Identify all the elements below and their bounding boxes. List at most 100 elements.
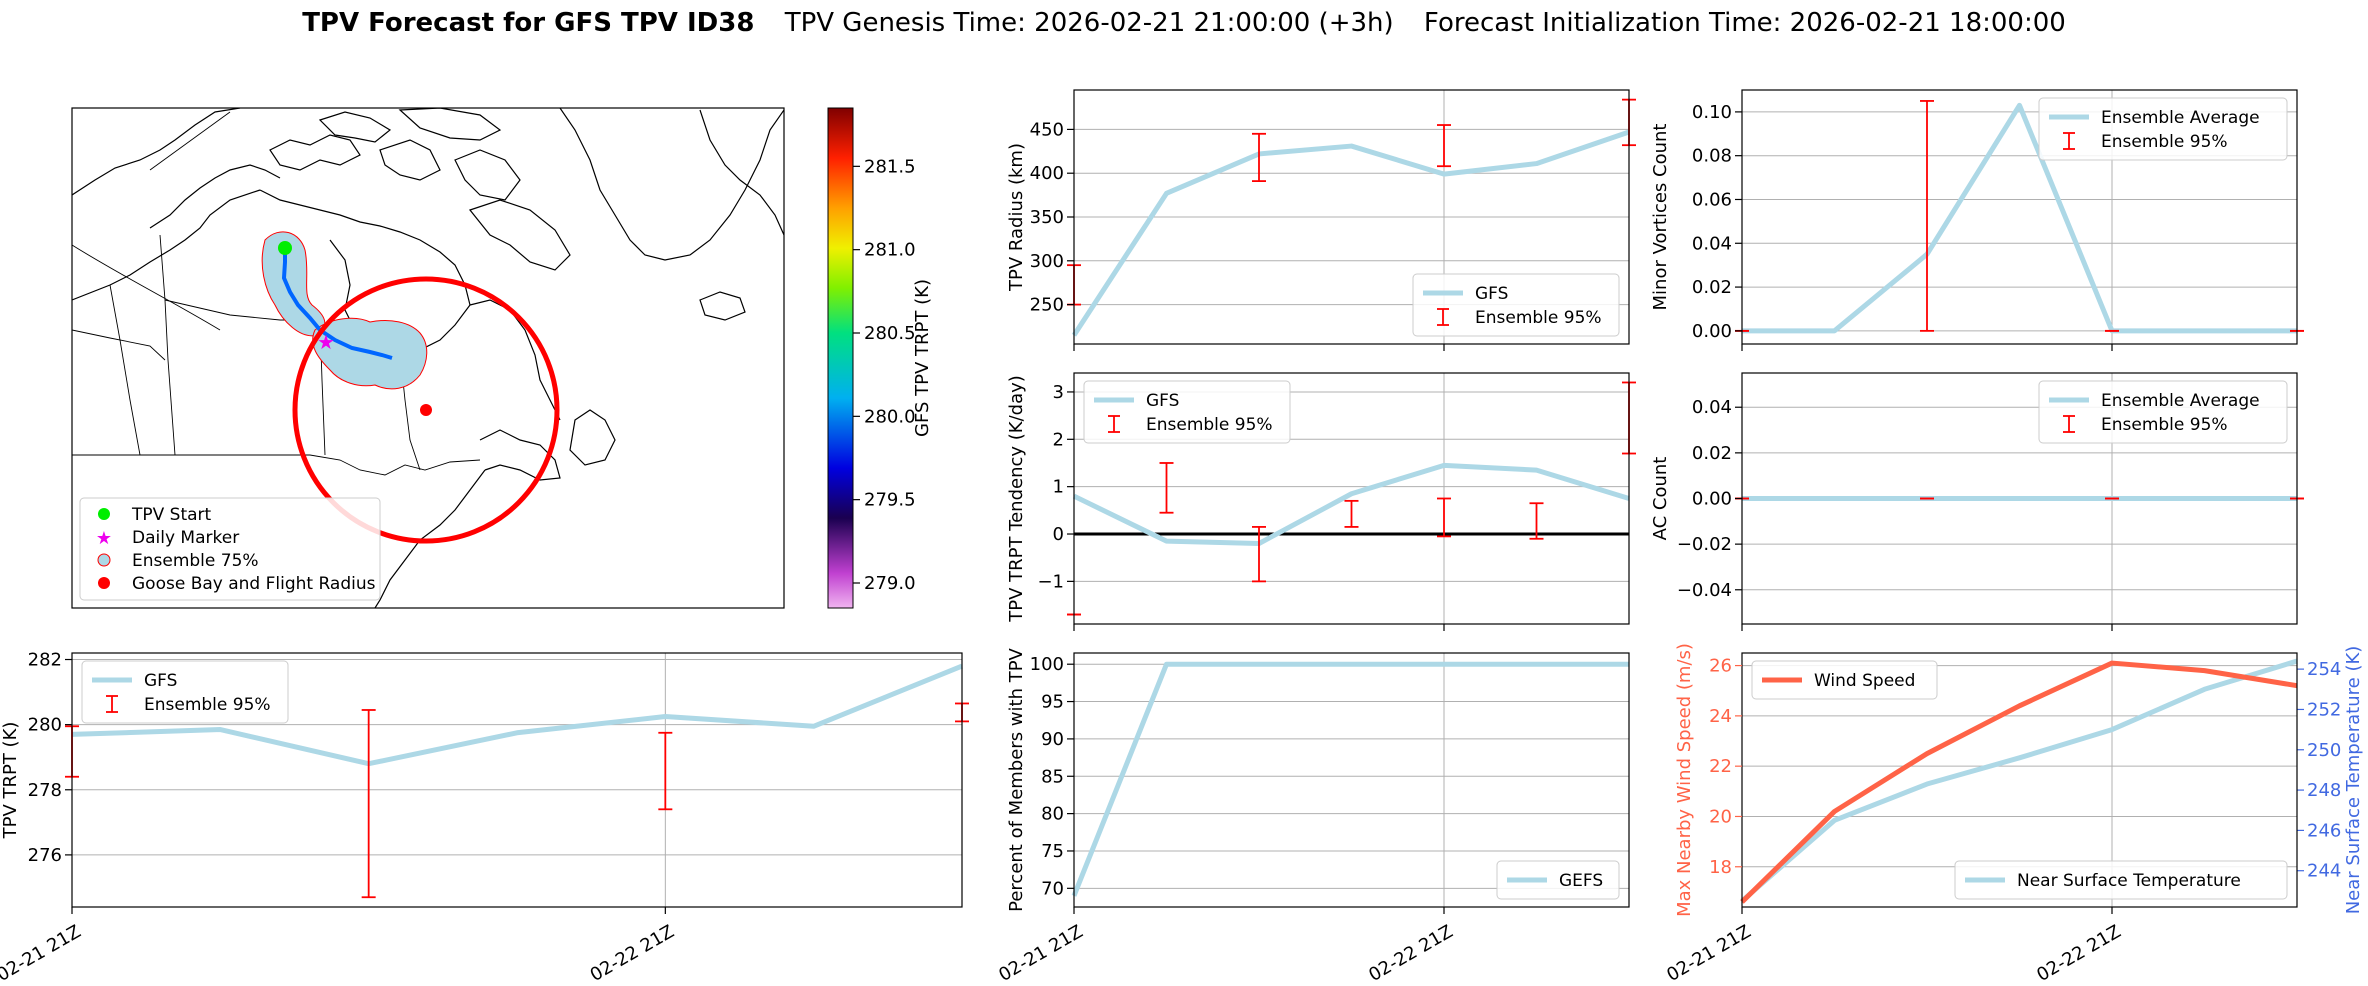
y-tick-label: 24 — [1709, 706, 1732, 727]
figure-title: TPV Forecast for GFS TPV ID38 TPV Genesi… — [302, 8, 2066, 38]
colorbar-tick-label: 280.5 — [864, 323, 916, 344]
island-d — [398, 108, 502, 141]
y-tick-label: 350 — [1030, 207, 1064, 228]
y-tick-label: 0.10 — [1692, 102, 1732, 123]
y-tick-label: 450 — [1030, 119, 1064, 140]
chart-ac: −0.04 −0.02 0.00 0.02 0.04 AC Count Ensemble A… — [1650, 372, 2304, 631]
errorbar — [361, 709, 376, 899]
coastline-iceland — [699, 291, 746, 321]
ensemble-75-area-1 — [261, 231, 326, 337]
x-tick-label: 02-22 21Z — [587, 921, 678, 982]
legend-label: Ensemble 95% — [1475, 308, 1602, 328]
y-axis-label: AC Count — [1650, 457, 1671, 541]
legend-box — [2038, 380, 2288, 444]
y-tick-label: 278 — [28, 780, 62, 801]
y-tick-label: −0.04 — [1677, 580, 1732, 601]
chart-trpt: 276 278 280 282 02-21 21Z 02-22 21Z TPV TRPT (… — [0, 650, 969, 986]
projection-arc — [72, 244, 221, 331]
island-baffin — [468, 199, 571, 271]
legend-box — [1496, 860, 1620, 900]
chart-percent: 70 75 80 85 90 95 100 02-21 21Z 02-22 21Z Percent… — [995, 647, 1630, 986]
border-yukon — [159, 234, 176, 456]
y-tick-label: 300 — [1030, 251, 1064, 272]
legend-goose-label: Goose Bay and Flight Radius — [132, 574, 376, 594]
island-c — [379, 139, 441, 181]
legend-ensemble-label: Ensemble 75% — [132, 551, 259, 571]
legend-box — [1412, 273, 1620, 337]
colorbar-label: GFS TPV TRPT (K) — [912, 279, 933, 437]
series-line — [1740, 660, 2298, 904]
x-tick-label: 02-21 21Z — [0, 921, 85, 982]
y-axis-label: TPV TRPT Tendency (K/day) — [1006, 375, 1027, 623]
y-tick-label: 0.02 — [1692, 277, 1732, 298]
x-tick-label: 02-21 21Z — [1663, 921, 1754, 982]
y-tick-label: 0.04 — [1692, 233, 1732, 254]
y-tick-label: 90 — [1041, 729, 1064, 750]
axes-frame — [1073, 652, 1630, 908]
colorbar-tick-label: 281.5 — [864, 156, 916, 177]
tpv-start-marker — [278, 241, 292, 255]
y-tick-label: −1 — [1037, 571, 1064, 592]
errorbar — [1529, 502, 1544, 540]
errorbar — [1252, 132, 1266, 182]
map-legend-box — [79, 497, 381, 601]
legend-daily-label: Daily Marker — [132, 528, 239, 548]
legend: Wind Speed — [1751, 660, 1938, 700]
legend-label: GFS — [1146, 391, 1179, 411]
legend-label: GFS — [1475, 284, 1508, 304]
series-line — [1742, 102, 2297, 334]
y-tick-label: 0.06 — [1692, 189, 1732, 210]
y-axis-label: TPV TRPT (K) — [0, 722, 21, 840]
map-frame — [71, 107, 785, 609]
y-tick-label: 20 — [1709, 806, 1732, 827]
y-tick-label: 400 — [1030, 163, 1064, 184]
island-a — [269, 134, 361, 171]
border-bc — [109, 284, 141, 456]
legend: GFS Ensemble 95% — [1083, 380, 1291, 444]
y-tick-label: 0.00 — [1692, 321, 1732, 342]
errorbar — [1920, 100, 1934, 332]
legend-label: Ensemble Average — [2101, 391, 2260, 411]
coastline-canada-north — [259, 189, 471, 306]
map-panel: ★ TPV Start ★ Daily Marker Ensemble 75% … — [71, 107, 933, 609]
title-genesis: TPV Genesis Time: 2026-02-21 21:00:00 (+… — [784, 8, 1394, 38]
errorbar — [1437, 124, 1451, 168]
y-tick-label: 0.00 — [1692, 489, 1732, 510]
flight-radius-circle — [292, 276, 560, 544]
title-init: Forecast Initialization Time: 2026-02-21… — [1424, 8, 2066, 38]
legend: Ensemble Average Ensemble 95% — [2038, 380, 2288, 444]
coastline-labrador — [469, 299, 561, 421]
goose-bay-marker — [420, 404, 432, 416]
legend-label: Ensemble Average — [2101, 108, 2260, 128]
colorbar-ticks: 279.0 279.5 280.0 280.5 281.0 281.5 — [853, 156, 916, 594]
series-line — [1072, 462, 1630, 546]
axes-frame — [1741, 652, 2298, 908]
legend-label: GFS — [144, 671, 177, 691]
legend-box — [1954, 860, 2288, 900]
y-axis-label: Max Nearby Wind Speed (m/s) — [1674, 643, 1695, 917]
y-tick-label: 2 — [1053, 429, 1064, 450]
y-tick-label: 22 — [1709, 756, 1732, 777]
y-tick-label: 250 — [1030, 295, 1064, 316]
y-tick-label: 1 — [1053, 477, 1064, 498]
border-alaska — [72, 329, 166, 361]
legend-ensemble-icon — [97, 553, 111, 567]
errorbar — [1437, 497, 1451, 538]
y2-tick-label: 244 — [2307, 861, 2341, 882]
legend-box — [2038, 97, 2288, 161]
y-tick-label: 80 — [1041, 804, 1064, 825]
colorbar-tick-label: 279.0 — [864, 573, 916, 594]
legend-label: Ensemble 95% — [2101, 132, 2228, 152]
daily-marker-star: ★ — [317, 330, 335, 354]
y-axis-label: TPV Radius (km) — [1006, 143, 1027, 292]
errorbar — [1252, 526, 1266, 583]
legend-start-label: TPV Start — [131, 505, 212, 525]
series-line — [1071, 129, 1630, 337]
coastline-beaufort — [149, 164, 281, 229]
errorbar — [1344, 499, 1359, 528]
axes-frame — [71, 652, 963, 908]
series-line — [71, 663, 963, 767]
